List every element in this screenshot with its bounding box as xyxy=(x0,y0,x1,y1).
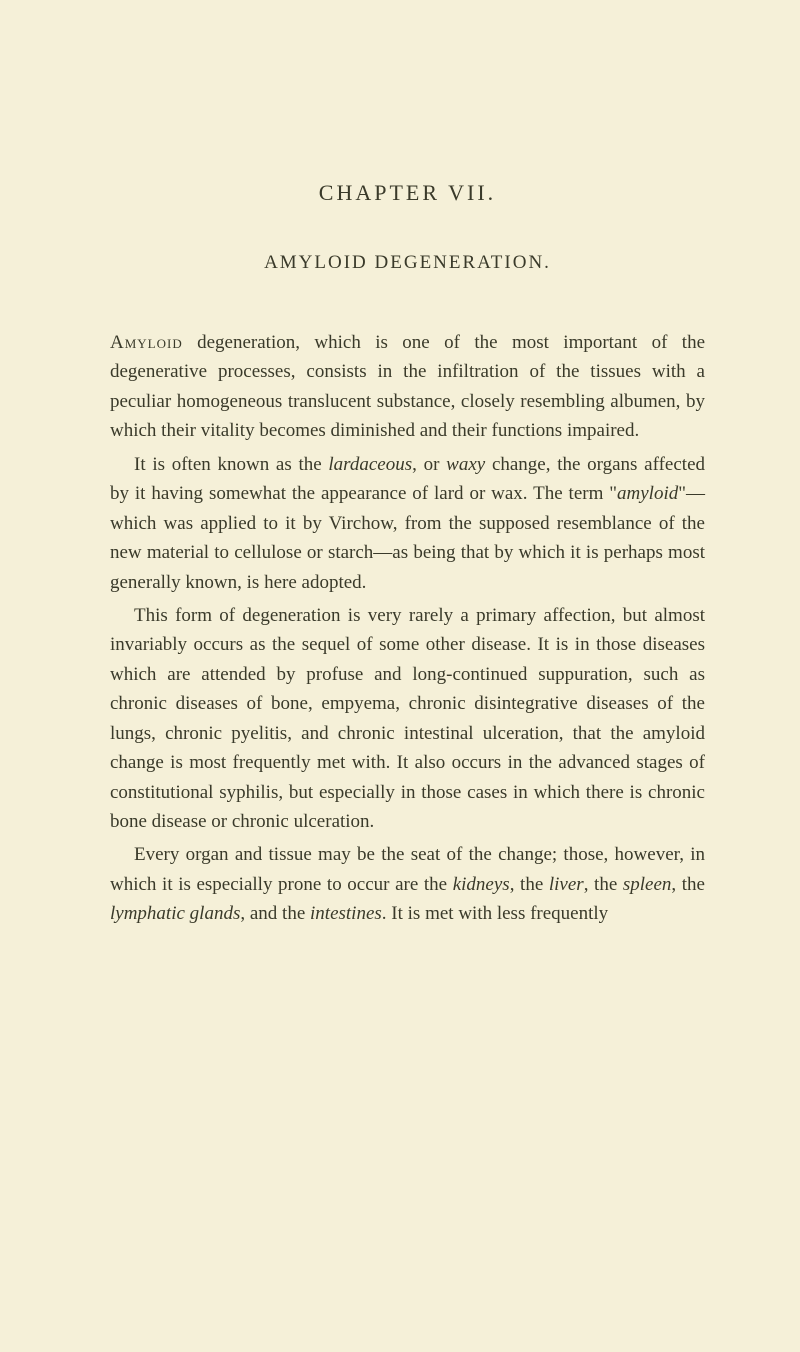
section-title: AMYLOID DEGENERATION. xyxy=(110,252,705,274)
italic-term: kidneys xyxy=(453,874,510,895)
paragraph-text: . It is met with less frequently xyxy=(382,903,608,924)
paragraph-text: , the xyxy=(510,874,549,895)
italic-term: liver xyxy=(549,874,584,895)
paragraph-1: Amyloid degeneration, which is one of th… xyxy=(110,328,705,446)
paragraph-text: , the xyxy=(584,874,623,895)
italic-term: spleen xyxy=(623,874,672,895)
paragraph-4: Every organ and tissue may be the seat o… xyxy=(110,840,705,928)
paragraph-text: degeneration, which is one of the most i… xyxy=(110,332,705,441)
italic-term: intestines xyxy=(310,903,382,924)
lead-word: Amyloid xyxy=(110,332,183,353)
italic-term: waxy xyxy=(446,454,485,475)
paragraph-text: , the xyxy=(671,874,705,895)
italic-term: amyloid xyxy=(617,483,678,504)
paragraph-text: , or xyxy=(412,454,446,475)
italic-term: lardaceous xyxy=(328,454,412,475)
italic-term: lymphatic glands xyxy=(110,903,240,924)
paragraph-text: It is often known as the xyxy=(134,454,328,475)
paragraph-2: It is often known as the lardaceous, or … xyxy=(110,450,705,597)
paragraph-text: , and the xyxy=(240,903,310,924)
paragraph-3: This form of degeneration is very rarely… xyxy=(110,601,705,837)
chapter-title: CHAPTER VII. xyxy=(110,180,705,206)
